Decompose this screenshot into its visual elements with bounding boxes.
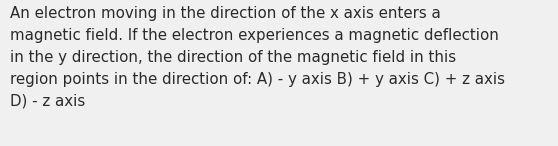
Text: An electron moving in the direction of the x axis enters a
magnetic field. If th: An electron moving in the direction of t… xyxy=(10,6,505,109)
